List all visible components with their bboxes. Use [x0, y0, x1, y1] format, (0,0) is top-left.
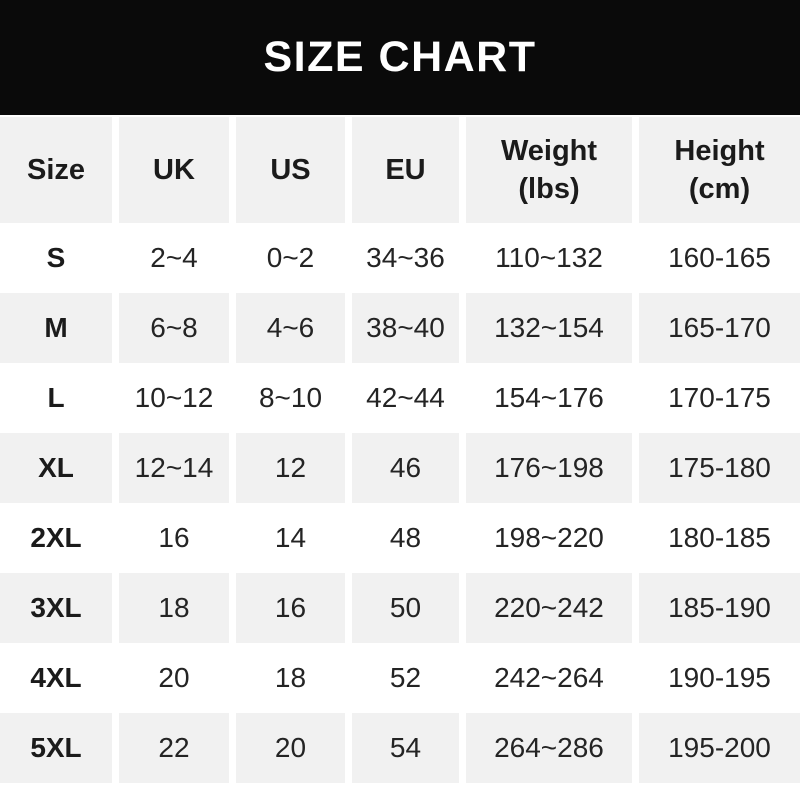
size-table: Size UK US EU Weight (lbs) Height (cm) S… [0, 117, 800, 783]
column-header-sub: (lbs) [518, 173, 580, 205]
table-cell: 38~40 [352, 293, 459, 363]
table-cell: 190-195 [639, 643, 800, 713]
page-title: SIZE CHART [263, 33, 537, 81]
table-cell: 175-180 [639, 433, 800, 503]
table-row: XL 12~14 12 46 176~198 175-180 [0, 433, 800, 503]
table-cell: 54 [352, 713, 459, 783]
column-header-size: Size [0, 117, 112, 223]
row-size-label: 5XL [0, 713, 112, 783]
column-header-label: UK [153, 153, 195, 186]
row-size-label: XL [0, 433, 112, 503]
column-header-label: Weight [500, 134, 598, 167]
table-cell: 160-165 [639, 223, 800, 293]
table-row: 2XL 16 14 48 198~220 180-185 [0, 503, 800, 573]
row-size-label: S [0, 223, 112, 293]
table-cell: 264~286 [466, 713, 632, 783]
table-cell: 6~8 [119, 293, 229, 363]
table-cell: 12 [236, 433, 345, 503]
table-cell: 48 [352, 503, 459, 573]
table-cell: 46 [352, 433, 459, 503]
table-cell: 34~36 [352, 223, 459, 293]
column-header-sub: (cm) [688, 173, 751, 205]
table-cell: 52 [352, 643, 459, 713]
table-row: M 6~8 4~6 38~40 132~154 165-170 [0, 293, 800, 363]
column-header-eu: EU [352, 117, 459, 223]
table-cell: 176~198 [466, 433, 632, 503]
table-cell: 132~154 [466, 293, 632, 363]
table-cell: 16 [119, 503, 229, 573]
table-cell: 185-190 [639, 573, 800, 643]
table-cell: 4~6 [236, 293, 345, 363]
table-cell: 195-200 [639, 713, 800, 783]
table-row: 3XL 18 16 50 220~242 185-190 [0, 573, 800, 643]
table-body: S 2~4 0~2 34~36 110~132 160-165 M 6~8 4~6 38~40 13… [0, 223, 800, 783]
table-cell: 154~176 [466, 363, 632, 433]
table-cell: 170-175 [639, 363, 800, 433]
table-cell: 8~10 [236, 363, 345, 433]
table-cell: 42~44 [352, 363, 459, 433]
column-header-label: Height [674, 134, 765, 167]
table-cell: 16 [236, 573, 345, 643]
table-cell: 18 [236, 643, 345, 713]
table-cell: 220~242 [466, 573, 632, 643]
table-cell: 20 [119, 643, 229, 713]
table-cell: 165-170 [639, 293, 800, 363]
table-header-row: Size UK US EU Weight (lbs) Height (cm) [0, 117, 800, 223]
table-cell: 12~14 [119, 433, 229, 503]
table-cell: 0~2 [236, 223, 345, 293]
row-size-label: 4XL [0, 643, 112, 713]
table-cell: 198~220 [466, 503, 632, 573]
table-cell: 10~12 [119, 363, 229, 433]
column-header-weight: Weight (lbs) [466, 117, 632, 223]
row-size-label: M [0, 293, 112, 363]
table-row: 4XL 20 18 52 242~264 190-195 [0, 643, 800, 713]
table-cell: 14 [236, 503, 345, 573]
table-row: S 2~4 0~2 34~36 110~132 160-165 [0, 223, 800, 293]
title-bar: SIZE CHART [0, 0, 800, 115]
table-cell: 18 [119, 573, 229, 643]
row-size-label: 3XL [0, 573, 112, 643]
table-cell: 180-185 [639, 503, 800, 573]
table-cell: 20 [236, 713, 345, 783]
column-header-label: EU [385, 153, 426, 186]
column-header-label: US [270, 153, 311, 186]
table-row: 5XL 22 20 54 264~286 195-200 [0, 713, 800, 783]
column-header-label: Size [26, 153, 86, 186]
table-cell: 110~132 [466, 223, 632, 293]
column-header-uk: UK [119, 117, 229, 223]
table-row: L 10~12 8~10 42~44 154~176 170-175 [0, 363, 800, 433]
table-cell: 22 [119, 713, 229, 783]
column-header-height: Height (cm) [639, 117, 800, 223]
table-cell: 242~264 [466, 643, 632, 713]
table-cell: 50 [352, 573, 459, 643]
row-size-label: L [0, 363, 112, 433]
table-cell: 2~4 [119, 223, 229, 293]
row-size-label: 2XL [0, 503, 112, 573]
column-header-us: US [236, 117, 345, 223]
